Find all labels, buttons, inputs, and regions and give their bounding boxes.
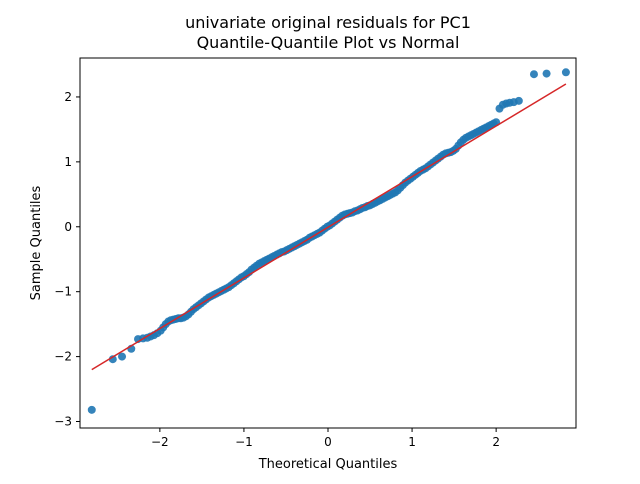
y-tick-label: −1 xyxy=(54,285,72,299)
x-tick-label: −2 xyxy=(151,435,169,449)
y-tick-label: 1 xyxy=(64,155,72,169)
x-axis-ticks: −2 −1 0 1 2 xyxy=(151,428,500,449)
y-tick-label: 2 xyxy=(64,90,72,104)
x-tick-label: 1 xyxy=(408,435,416,449)
y-tick-label: 0 xyxy=(64,220,72,234)
plot-frame xyxy=(79,57,577,429)
sample-point-2 xyxy=(118,352,127,361)
chart-subtitle: Quantile-Quantile Plot vs Normal xyxy=(197,33,460,52)
y-tick-label: −3 xyxy=(54,415,72,429)
reference-line xyxy=(91,83,567,371)
sample-point-150 xyxy=(529,70,538,79)
sample-point-151 xyxy=(542,69,551,78)
y-axis-label: Sample Quantiles xyxy=(29,185,44,300)
sample-point-152 xyxy=(561,68,570,77)
sample-points xyxy=(87,68,570,414)
sample-point-0 xyxy=(87,405,96,414)
reference-line-segment xyxy=(91,83,567,371)
chart-title: univariate original residuals for PC1 xyxy=(185,13,471,32)
x-tick-label: 0 xyxy=(324,435,332,449)
sample-point-1 xyxy=(108,355,117,364)
x-tick-label: −1 xyxy=(235,435,253,449)
sample-point-149 xyxy=(514,96,523,105)
y-tick-label: −2 xyxy=(54,350,72,364)
x-axis-label: Theoretical Quantiles xyxy=(258,457,398,472)
y-axis-ticks: −3 −2 −1 0 1 2 xyxy=(54,90,80,429)
x-tick-label: 2 xyxy=(492,435,500,449)
